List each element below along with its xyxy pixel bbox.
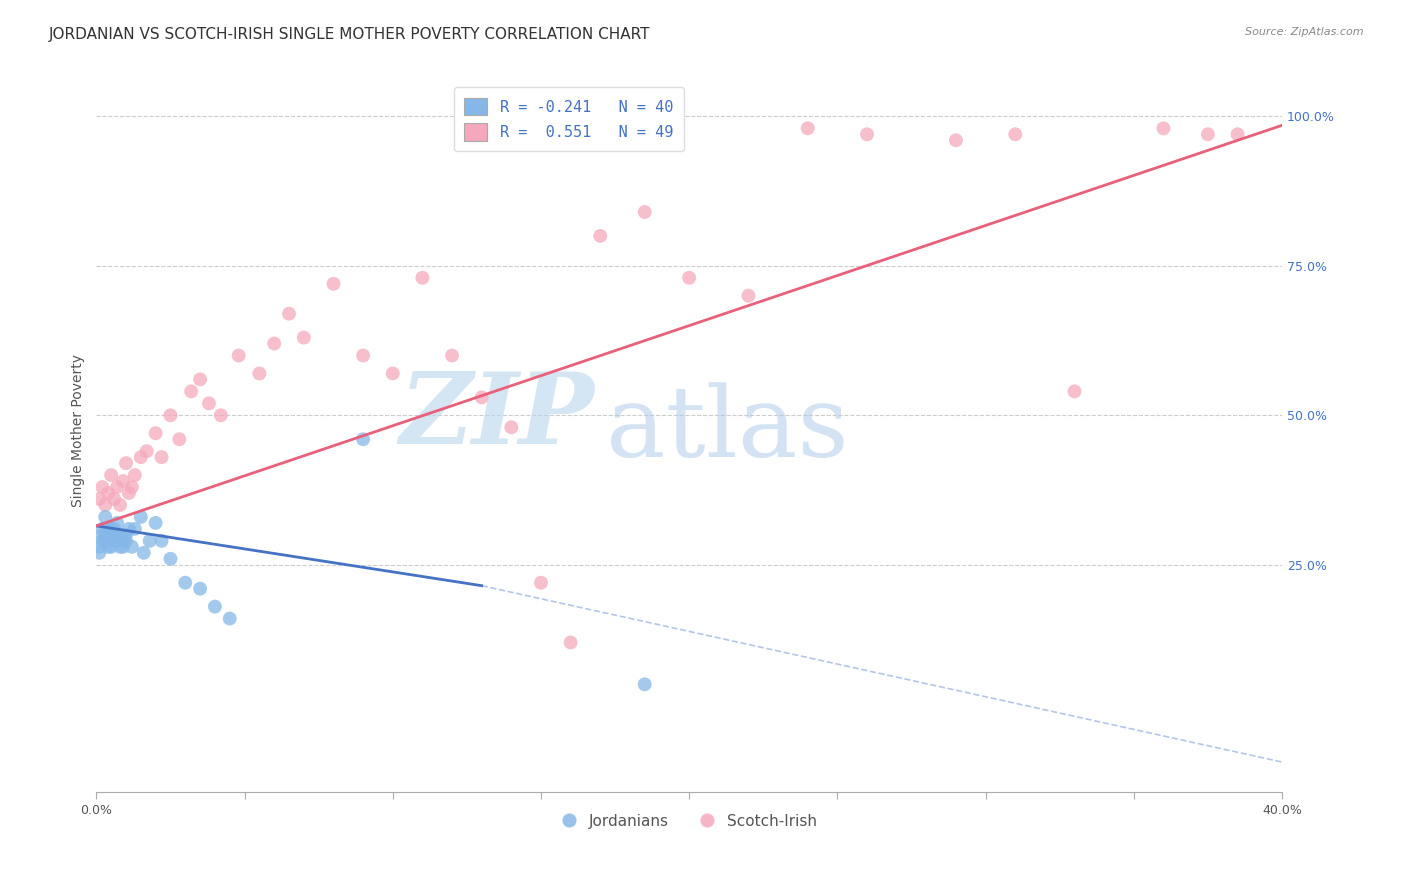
Point bbox=[121, 480, 143, 494]
Point bbox=[247, 367, 270, 381]
Point bbox=[112, 474, 135, 488]
Text: atlas: atlas bbox=[606, 383, 849, 478]
Point bbox=[501, 420, 523, 434]
Point bbox=[100, 468, 122, 483]
Point bbox=[100, 528, 122, 542]
Point bbox=[132, 546, 155, 560]
Point bbox=[91, 522, 114, 536]
Point bbox=[115, 533, 138, 548]
Point bbox=[105, 480, 128, 494]
Point bbox=[91, 533, 114, 548]
Point bbox=[159, 551, 181, 566]
Point bbox=[108, 528, 131, 542]
Point bbox=[441, 349, 464, 363]
Point bbox=[1063, 384, 1085, 399]
Point bbox=[100, 540, 122, 554]
Point bbox=[121, 540, 143, 554]
Point bbox=[97, 528, 120, 542]
Point bbox=[678, 270, 700, 285]
Point bbox=[945, 133, 967, 147]
Point bbox=[129, 510, 152, 524]
Point bbox=[135, 444, 157, 458]
Point bbox=[108, 498, 131, 512]
Point bbox=[145, 516, 167, 530]
Point bbox=[174, 575, 197, 590]
Point bbox=[91, 480, 114, 494]
Point bbox=[150, 533, 173, 548]
Point bbox=[129, 450, 152, 464]
Point bbox=[352, 349, 374, 363]
Text: ZIP: ZIP bbox=[399, 368, 595, 464]
Point bbox=[118, 522, 141, 536]
Point bbox=[322, 277, 344, 291]
Point bbox=[97, 540, 120, 554]
Point bbox=[278, 307, 301, 321]
Point bbox=[797, 121, 820, 136]
Point bbox=[188, 372, 211, 386]
Point bbox=[138, 533, 160, 548]
Point bbox=[108, 540, 131, 554]
Text: JORDANIAN VS SCOTCH-IRISH SINGLE MOTHER POVERTY CORRELATION CHART: JORDANIAN VS SCOTCH-IRISH SINGLE MOTHER … bbox=[49, 27, 651, 42]
Point bbox=[97, 522, 120, 536]
Y-axis label: Single Mother Poverty: Single Mother Poverty bbox=[72, 354, 86, 507]
Legend: Jordanians, Scotch-Irish: Jordanians, Scotch-Irish bbox=[555, 807, 823, 835]
Point bbox=[188, 582, 211, 596]
Point bbox=[94, 528, 117, 542]
Point bbox=[112, 533, 135, 548]
Point bbox=[169, 432, 191, 446]
Point bbox=[115, 528, 138, 542]
Point bbox=[103, 491, 125, 506]
Point bbox=[105, 528, 128, 542]
Point bbox=[150, 450, 173, 464]
Point bbox=[115, 456, 138, 470]
Point bbox=[737, 289, 759, 303]
Point bbox=[530, 575, 553, 590]
Point bbox=[209, 409, 232, 423]
Point bbox=[204, 599, 226, 614]
Point bbox=[1004, 128, 1026, 142]
Point bbox=[97, 486, 120, 500]
Point bbox=[124, 522, 146, 536]
Point bbox=[218, 611, 240, 625]
Point bbox=[112, 540, 135, 554]
Point bbox=[1152, 121, 1174, 136]
Point bbox=[105, 516, 128, 530]
Point bbox=[411, 270, 433, 285]
Point bbox=[560, 635, 582, 649]
Point bbox=[198, 396, 221, 410]
Point bbox=[634, 205, 657, 219]
Point bbox=[228, 349, 250, 363]
Point bbox=[103, 522, 125, 536]
Point bbox=[180, 384, 202, 399]
Point bbox=[94, 498, 117, 512]
Point bbox=[1197, 128, 1219, 142]
Point bbox=[124, 468, 146, 483]
Point bbox=[91, 528, 114, 542]
Point bbox=[103, 533, 125, 548]
Point bbox=[589, 228, 612, 243]
Point bbox=[94, 510, 117, 524]
Point bbox=[100, 522, 122, 536]
Point bbox=[292, 330, 315, 344]
Point bbox=[89, 491, 111, 506]
Point bbox=[1226, 128, 1249, 142]
Point bbox=[89, 540, 111, 554]
Point bbox=[118, 486, 141, 500]
Point bbox=[471, 390, 494, 404]
Point bbox=[634, 677, 657, 691]
Point bbox=[856, 128, 879, 142]
Text: Source: ZipAtlas.com: Source: ZipAtlas.com bbox=[1246, 27, 1364, 37]
Point bbox=[159, 409, 181, 423]
Point bbox=[105, 533, 128, 548]
Point bbox=[145, 426, 167, 441]
Point bbox=[381, 367, 404, 381]
Point bbox=[94, 533, 117, 548]
Point bbox=[352, 432, 374, 446]
Point bbox=[263, 336, 285, 351]
Point bbox=[89, 546, 111, 560]
